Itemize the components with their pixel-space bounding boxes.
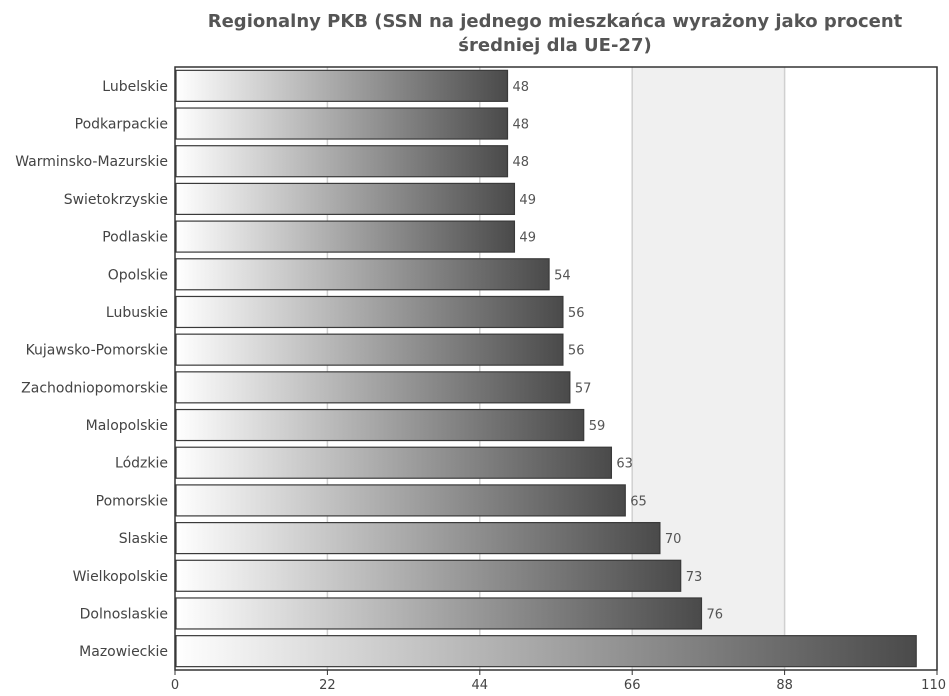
x-tick-label-110: 110: [921, 678, 946, 692]
bar-2: [175, 145, 509, 178]
category-label-14: Dolnoslaskie: [80, 606, 168, 622]
category-label-10: Lódzkie: [115, 456, 168, 472]
category-label-12: Slaskie: [119, 531, 168, 547]
category-label-7: Kujawsko-Pomorskie: [26, 343, 168, 359]
x-tick-label-44: 44: [472, 678, 489, 692]
value-label-13: 73: [686, 570, 703, 585]
plot-frame: [174, 66, 938, 671]
value-label-3: 49: [519, 193, 536, 208]
bar-10: [175, 446, 613, 479]
category-label-8: Zachodniopomorskie: [21, 380, 168, 396]
x-tick-label-66: 66: [624, 678, 641, 692]
x-tick-label-22: 22: [319, 678, 336, 692]
value-label-4: 49: [519, 231, 536, 246]
plot-area: Lubelskie 48 Podkarpackie 48 Warminsko-Mazur…: [15, 66, 946, 693]
bar-13: [175, 559, 682, 592]
value-label-5: 54: [554, 268, 571, 283]
x-tick-label-88: 88: [776, 678, 793, 692]
bar-8: [175, 371, 571, 404]
bar-12: [175, 521, 661, 555]
category-label-9: Malopolskie: [86, 418, 168, 434]
chart-title-line-2: średniej dla UE-27): [458, 35, 651, 56]
bar-6: [175, 295, 564, 329]
category-label-15: Mazowieckie: [79, 644, 168, 660]
value-label-11: 65: [630, 494, 647, 509]
value-label-0: 48: [513, 80, 530, 95]
value-label-14: 76: [706, 607, 723, 622]
category-label-6: Lubuskie: [106, 305, 168, 321]
x-tick-label-0: 0: [171, 678, 179, 692]
category-label-1: Podkarpackie: [75, 117, 168, 133]
category-label-2: Warminsko-Mazurskie: [15, 154, 168, 170]
bar-0: [175, 69, 509, 102]
category-label-0: Lubelskie: [102, 79, 168, 95]
value-label-8: 57: [575, 381, 592, 396]
bar-4: [175, 220, 516, 253]
bar-1: [175, 107, 509, 140]
category-label-3: Swietokrzyskie: [64, 192, 168, 208]
bar-7: [175, 333, 564, 366]
chart-title-line-1: Regionalny PKB (SSN na jednego mieszkańc…: [208, 11, 903, 32]
bar-9: [175, 408, 585, 442]
category-label-11: Pomorskie: [96, 493, 168, 509]
bar-3: [175, 182, 516, 216]
value-label-7: 56: [568, 344, 585, 359]
value-label-6: 56: [568, 306, 585, 321]
value-label-2: 48: [513, 155, 530, 170]
bar-14: [175, 597, 703, 630]
category-label-5: Opolskie: [108, 267, 168, 283]
value-label-10: 63: [616, 457, 633, 472]
bar-11: [175, 484, 626, 517]
value-label-9: 59: [589, 419, 606, 434]
category-label-4: Podlaskie: [102, 230, 168, 246]
value-label-12: 70: [665, 532, 682, 547]
bar-15: [175, 635, 917, 668]
bar-5: [175, 258, 550, 291]
value-label-1: 48: [513, 118, 530, 133]
category-label-13: Wielkopolskie: [73, 569, 168, 585]
